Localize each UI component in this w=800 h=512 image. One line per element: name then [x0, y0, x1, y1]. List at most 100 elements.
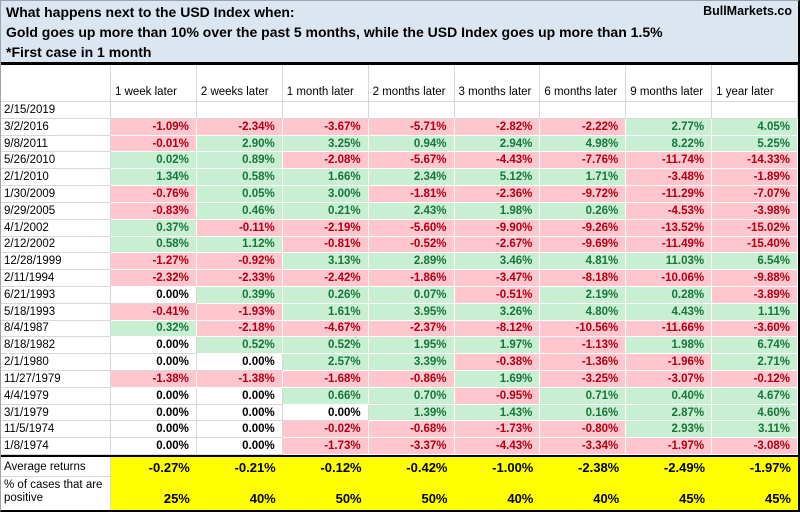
title-line-3: *First case in 1 month [6, 44, 152, 60]
value-cell: -0.81% [282, 236, 369, 254]
table-row: 5/26/2010 0.02% 0.89% -2.08% -5.67% -4.43% -7.… [1, 152, 798, 170]
value-cell: -3.07% [626, 371, 713, 388]
date-cell: 11/5/1974 [1, 421, 111, 439]
value-cell: -0.02% [282, 421, 369, 439]
percent-positive-value-cell: 40% [540, 477, 627, 510]
value-cell [454, 102, 541, 119]
date-cell: 1/8/1974 [1, 438, 111, 456]
value-cell: -15.40% [712, 236, 798, 254]
date-cell: 12/28/1999 [1, 253, 111, 271]
value-cell: 1.69% [454, 371, 541, 388]
value-cell: -0.41% [111, 303, 197, 321]
percent-positive-value-cell: 25% [111, 477, 197, 510]
table-row: 2/1/1980 0.00% 0.00% 2.57% 3.39% -0.38% -1.36%… [1, 354, 798, 371]
date-cell: 4/1/2002 [1, 219, 111, 237]
value-cell: 1.61% [282, 303, 369, 321]
value-cell: 5.25% [712, 135, 798, 153]
value-cell: -5.67% [368, 152, 455, 170]
value-cell: -0.83% [111, 202, 197, 220]
value-cell: 6.74% [712, 337, 798, 355]
value-cell: -4.67% [282, 320, 369, 338]
value-cell: 3.39% [368, 354, 455, 371]
value-cell: 0.28% [626, 286, 713, 304]
value-cell: -3.34% [540, 438, 627, 456]
value-cell: -0.01% [111, 135, 197, 153]
value-cell: 4.67% [712, 387, 798, 405]
date-cell: 5/18/1993 [1, 303, 111, 321]
brand-label: BullMarkets.co [703, 4, 792, 18]
value-cell: 0.94% [368, 135, 455, 153]
value-cell: 0.52% [282, 337, 369, 355]
table-row: 2/11/1994 -2.32% -2.33% -2.42% -1.86% -3.47% -… [1, 270, 798, 287]
value-cell: 0.00% [196, 438, 283, 456]
value-cell: -11.74% [626, 152, 713, 170]
value-cell: -0.92% [196, 253, 283, 271]
value-cell: 0.00% [196, 354, 283, 371]
value-cell: 0.46% [196, 202, 283, 220]
value-cell: 0.00% [111, 286, 197, 304]
value-cell: 2.93% [626, 421, 713, 439]
column-header: 3 months later [454, 65, 541, 102]
column-header: 2 months later [368, 65, 455, 102]
value-cell: -4.43% [454, 152, 541, 170]
value-cell: 0.89% [196, 152, 283, 170]
table-row: 5/18/1993 -0.41% -1.93% 1.61% 3.95% 3.26% 4.80… [1, 303, 798, 321]
value-cell: -2.67% [454, 236, 541, 254]
value-cell: -0.51% [454, 286, 541, 304]
value-cell [111, 102, 197, 119]
value-cell: 0.52% [196, 337, 283, 355]
value-cell: 3.95% [368, 303, 455, 321]
value-cell: 0.66% [282, 387, 369, 405]
value-cell: -11.66% [626, 320, 713, 338]
date-cell: 6/21/1993 [1, 286, 111, 304]
value-cell: -0.52% [368, 236, 455, 254]
value-cell: 2.71% [712, 354, 798, 371]
value-cell: -9.72% [540, 186, 627, 203]
value-cell: 3.00% [282, 186, 369, 203]
value-cell: 0.00% [282, 404, 369, 422]
value-cell: 0.07% [368, 286, 455, 304]
value-cell: 2.89% [368, 253, 455, 271]
percent-positive-value-cell: 45% [712, 477, 798, 510]
value-cell: -4.43% [454, 438, 541, 456]
average-value-cell: -2.49% [626, 457, 713, 478]
value-cell: 0.00% [111, 337, 197, 355]
value-cell: 1.39% [368, 404, 455, 422]
value-cell: -5.60% [368, 219, 455, 237]
value-cell: -8.18% [540, 270, 627, 287]
value-cell: 2.34% [368, 169, 455, 187]
value-cell: -1.81% [368, 186, 455, 203]
value-cell: 1.98% [626, 337, 713, 355]
value-cell: 0.58% [196, 169, 283, 187]
table-row: 8/18/1982 0.00% 0.52% 0.52% 1.95% 1.97% -1.13%… [1, 337, 798, 355]
column-header: 1 month later [282, 65, 369, 102]
value-cell: 3.26% [454, 303, 541, 321]
value-cell: -8.12% [454, 320, 541, 338]
value-cell: 1.34% [111, 169, 197, 187]
header-row: 1 week later 2 weeks later 1 month later 2 … [1, 65, 798, 102]
value-cell: -1.68% [282, 371, 369, 388]
value-cell: 5.12% [454, 169, 541, 187]
date-cell: 8/18/1982 [1, 337, 111, 355]
value-cell: -1.38% [111, 371, 197, 388]
value-cell: 2.77% [626, 118, 713, 136]
title-line-1: What happens next to the USD Index when: [6, 4, 295, 20]
value-cell: 2.90% [196, 135, 283, 153]
value-cell: 0.40% [626, 387, 713, 405]
table-row: 2/15/2019 [1, 102, 798, 119]
value-cell: -3.47% [454, 270, 541, 287]
average-row: Average returns -0.27% -0.21% -0.12% -0.42%… [1, 455, 798, 478]
average-value-cell: -1.00% [454, 457, 541, 478]
value-cell: -2.22% [540, 118, 627, 136]
value-cell: 0.00% [111, 438, 197, 456]
value-cell [368, 102, 455, 119]
value-cell: -1.73% [454, 421, 541, 439]
title-line-2: Gold goes up more than 10% over the past… [6, 24, 663, 40]
value-cell: 0.00% [111, 421, 197, 439]
date-column-header [1, 65, 111, 102]
value-cell: 4.60% [712, 404, 798, 422]
value-cell: 2.87% [626, 404, 713, 422]
value-cell: -0.95% [454, 387, 541, 405]
value-cell: 2.57% [282, 354, 369, 371]
value-cell: -3.48% [626, 169, 713, 187]
